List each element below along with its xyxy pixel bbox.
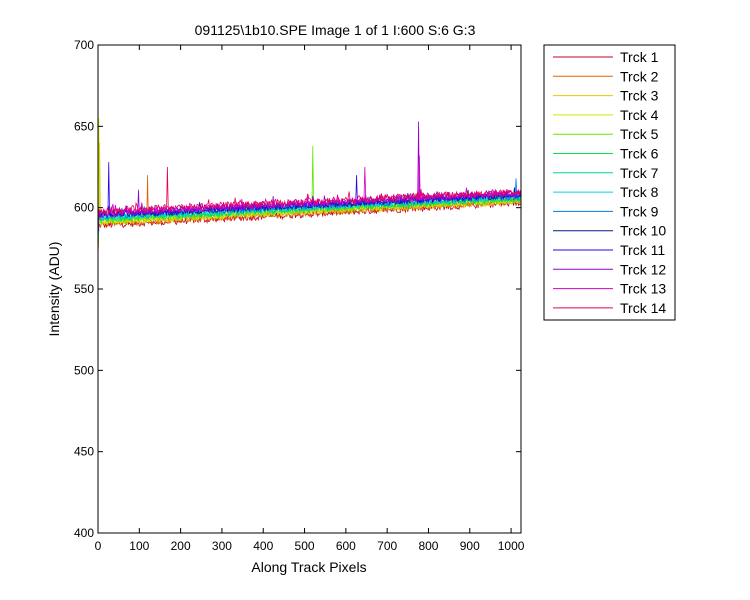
legend-label-trck-2: Trck 2: [620, 68, 659, 84]
plot-area: 0 100 200 300 400 500 600 700 800 900 1000 400 450 5…: [74, 38, 525, 553]
legend: Trck 1 Trck 2 Trck 3 Trck 4 Trck 5 Trck 6 Trck…: [543, 44, 676, 321]
legend-label-trck-4: Trck 4: [620, 107, 659, 123]
x-tick-label: 900: [460, 539, 480, 553]
x-tick-label: 500: [295, 539, 315, 553]
legend-items: Trck 1 Trck 2 Trck 3 Trck 4 Trck 5 Trck 6 Trck…: [553, 49, 666, 316]
chart-title: 091125\1b10.SPE Image 1 of 1 I:600 S:6 G…: [195, 22, 476, 38]
x-tick-label: 700: [377, 539, 397, 553]
legend-label-trck-10: Trck 10: [620, 223, 666, 239]
legend-label-trck-14: Trck 14: [620, 300, 666, 316]
y-tick-label: 400: [74, 526, 94, 540]
y-tick-label: 550: [74, 282, 94, 296]
x-axis-label: Along Track Pixels: [251, 559, 366, 575]
y-tick-label: 600: [74, 201, 94, 215]
legend-box: [543, 44, 676, 321]
x-tick-label: 400: [253, 539, 273, 553]
legend-label-trck-8: Trck 8: [620, 184, 659, 200]
y-tick-label: 650: [74, 119, 94, 133]
x-tick-label: 600: [336, 539, 356, 553]
x-tick-label: 800: [418, 539, 438, 553]
legend-label-trck-3: Trck 3: [620, 88, 659, 104]
legend-label-trck-7: Trck 7: [620, 165, 659, 181]
series-line-trck-14: [97, 166, 522, 230]
x-tick-label: 0: [95, 539, 102, 553]
y-axis: 400 450 500 550 600 650 700: [74, 38, 521, 540]
y-tick-label: 500: [74, 363, 94, 377]
x-tick-label: 200: [171, 539, 191, 553]
x-tick-label: 1000: [498, 539, 525, 553]
legend-label-trck-5: Trck 5: [620, 126, 659, 142]
legend-label-trck-13: Trck 13: [620, 281, 666, 297]
y-tick-label: 700: [74, 38, 94, 52]
x-axis: 0 100 200 300 400 500 600 700 800 900 1000: [95, 45, 525, 553]
legend-label-trck-12: Trck 12: [620, 261, 666, 277]
plot-frame: [98, 45, 521, 533]
x-tick-label: 300: [212, 539, 232, 553]
y-tick-label: 450: [74, 445, 94, 459]
legend-label-trck-6: Trck 6: [620, 146, 659, 162]
series-layer: [97, 118, 522, 255]
y-axis-label: Intensity (ADU): [46, 242, 62, 337]
legend-label-trck-1: Trck 1: [620, 49, 659, 65]
legend-label-trck-9: Trck 9: [620, 203, 659, 219]
legend-label-trck-11: Trck 11: [620, 242, 665, 258]
x-tick-label: 100: [129, 539, 149, 553]
